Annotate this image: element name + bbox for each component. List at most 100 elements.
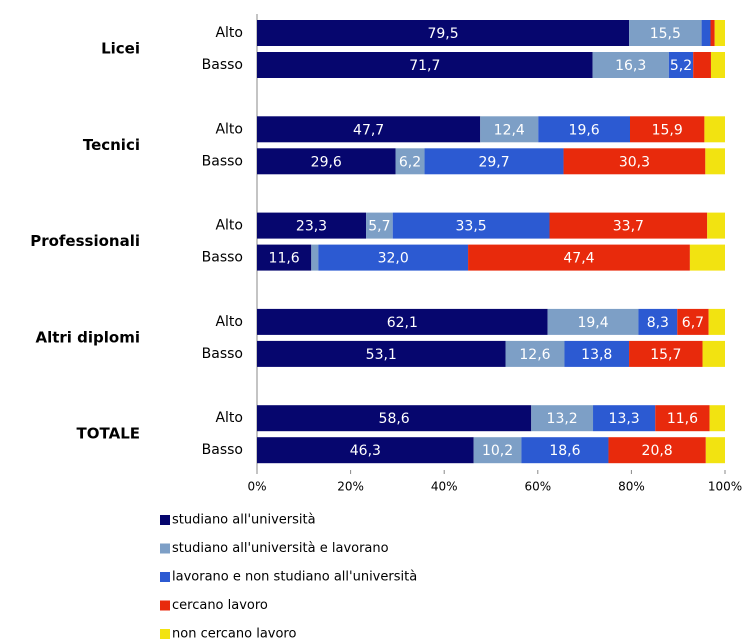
bar-segment <box>608 437 706 464</box>
category-label: Alto <box>215 218 243 234</box>
value-label: 23,3 <box>296 219 327 235</box>
value-label: 33,5 <box>456 219 487 235</box>
bar-segment <box>563 148 706 175</box>
category-label: Alto <box>215 25 243 41</box>
category-label: Basso <box>202 250 243 266</box>
value-label: 47,4 <box>563 251 594 267</box>
bar-segment <box>468 244 690 271</box>
legend-swatch <box>160 629 170 639</box>
bar-segment <box>705 437 725 464</box>
bar-segment <box>547 308 639 335</box>
bar-segment <box>710 20 715 46</box>
value-label: 18,6 <box>549 443 580 459</box>
value-label: 29,7 <box>478 154 509 170</box>
group-label: TOTALE <box>77 425 140 443</box>
bar-segment <box>707 212 725 239</box>
value-label: 13,3 <box>609 411 640 427</box>
bar-segment <box>689 244 725 271</box>
bar-segment <box>714 20 725 46</box>
value-label: 71,7 <box>409 58 440 74</box>
bar-segment <box>318 244 469 271</box>
bar-segment <box>705 148 725 175</box>
bar-segment <box>257 116 481 143</box>
legend-swatch <box>160 600 170 611</box>
bar-segment <box>392 212 550 239</box>
value-label: 13,2 <box>547 411 578 427</box>
value-label: 32,0 <box>378 251 409 267</box>
bar-segment <box>257 212 367 239</box>
bar-segment <box>564 340 630 367</box>
bar-segment <box>629 116 705 143</box>
bar-segment <box>704 116 725 143</box>
bar-segment <box>257 20 630 46</box>
bar-segment <box>395 148 425 175</box>
value-label: 30,3 <box>619 154 650 170</box>
category-label: Alto <box>215 410 243 426</box>
bar-segment <box>701 20 711 46</box>
bar-segment <box>629 340 703 367</box>
x-tick-label: 20% <box>337 480 364 494</box>
bar-segment <box>311 244 319 271</box>
legend-swatch <box>160 572 170 582</box>
category-label: Alto <box>215 314 243 330</box>
value-label: 62,1 <box>387 315 418 331</box>
category-label: Basso <box>202 442 243 458</box>
bar-segment <box>257 308 548 335</box>
group-label: Licei <box>101 40 140 58</box>
legend-label: studiano all'università e lavorano <box>172 541 389 556</box>
value-label: 6,7 <box>682 315 704 331</box>
value-label: 15,9 <box>652 122 683 138</box>
x-tick-label: 60% <box>524 480 551 494</box>
bar-segment <box>531 405 594 432</box>
bar-segment <box>677 308 709 335</box>
value-label: 11,6 <box>269 251 300 267</box>
bar-segment <box>549 212 708 239</box>
bar-segment <box>424 148 564 175</box>
legend-label: lavorano e non studiano all'università <box>172 570 417 585</box>
category-label: Basso <box>202 57 243 73</box>
value-label: 53,1 <box>366 347 397 363</box>
bar-segment <box>668 52 694 78</box>
bar-segment <box>592 52 669 78</box>
value-label: 19,6 <box>569 122 600 138</box>
value-label: 33,7 <box>613 219 644 235</box>
value-label: 15,7 <box>650 347 681 363</box>
value-label: 6,2 <box>399 154 421 170</box>
bar-segment <box>693 52 711 78</box>
value-label: 8,3 <box>647 315 669 331</box>
bar-segment <box>702 340 725 367</box>
value-label: 12,4 <box>494 122 525 138</box>
value-label: 29,6 <box>311 154 342 170</box>
bar-segment <box>521 437 609 464</box>
value-label: 10,2 <box>482 443 513 459</box>
value-label: 5,2 <box>670 58 692 74</box>
group-label: Professionali <box>30 232 140 250</box>
bar-segment <box>257 437 474 464</box>
x-tick-label: 80% <box>618 480 645 494</box>
value-label: 16,3 <box>615 58 646 74</box>
value-label: 15,5 <box>650 26 681 42</box>
value-label: 58,6 <box>379 411 410 427</box>
bar-segment <box>257 52 593 78</box>
value-label: 20,8 <box>642 443 673 459</box>
bar-segment <box>629 20 702 46</box>
value-label: 79,5 <box>427 26 458 42</box>
group-label: Altri diplomi <box>35 328 140 346</box>
bar-segment <box>473 437 522 464</box>
bar-segment <box>480 116 539 143</box>
legend-swatch <box>160 515 170 525</box>
bar-segment <box>638 308 678 335</box>
bar-segment <box>257 148 396 175</box>
bar-segment <box>538 116 630 143</box>
value-label: 46,3 <box>350 443 381 459</box>
bar-segment <box>708 308 725 335</box>
bar-segment <box>655 405 710 432</box>
legend-swatch <box>160 543 170 554</box>
x-tick-label: 40% <box>431 480 458 494</box>
legend-label: cercano lavoro <box>172 598 268 613</box>
x-tick-label: 0% <box>247 480 266 494</box>
group-label: Tecnici <box>83 136 140 154</box>
bar-segment <box>593 405 656 432</box>
value-label: 12,6 <box>519 347 550 363</box>
